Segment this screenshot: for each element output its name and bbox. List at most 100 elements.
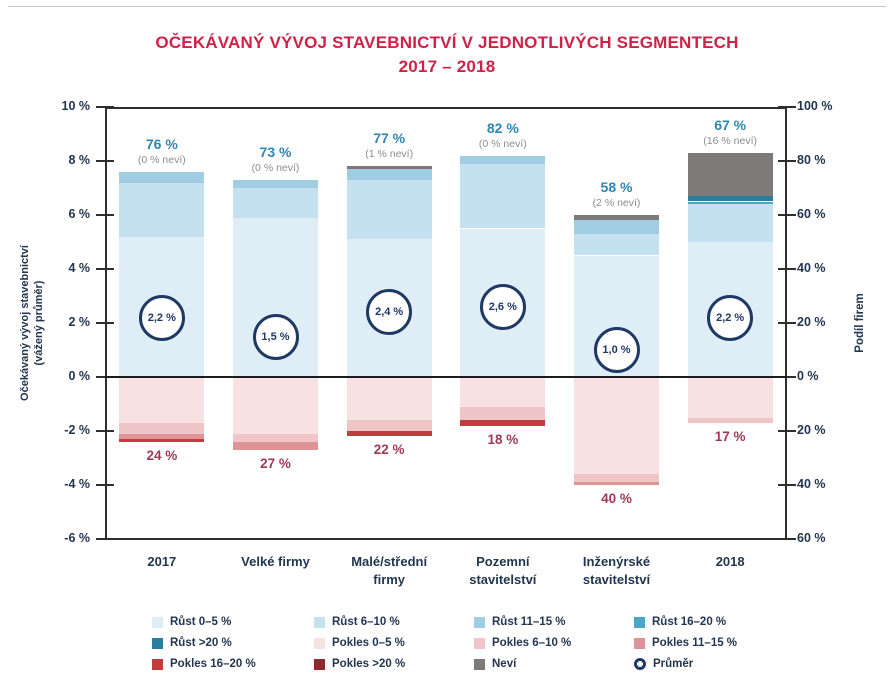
bar-segment-p11_15	[233, 441, 318, 450]
legend-item-p_gt20: Pokles >20 %	[314, 658, 474, 670]
legend-swatch-p_gt20	[314, 658, 325, 670]
bar-segment-r11_15	[233, 179, 318, 188]
left-axis-tick	[96, 322, 114, 324]
category-line: Malé/střední	[351, 554, 428, 569]
bar-segment-p11_15	[574, 482, 659, 485]
category-label: Malé/střední firmy	[319, 553, 459, 589]
bar-top-labels: 67 % (16 % neví)	[665, 117, 795, 147]
legend-swatch-r11_15	[474, 616, 485, 628]
average-circle: 2,4 %	[366, 289, 413, 336]
left-axis-tick	[96, 538, 114, 540]
growth-share-label: 73 %	[259, 143, 292, 160]
bar-segment-r11_15	[119, 171, 205, 183]
bar-segment-p6_10	[346, 420, 432, 431]
right-axis-tick	[778, 538, 796, 540]
left-axis-tick-label: 10 %	[61, 99, 91, 113]
bar-segment-p16_20	[346, 431, 432, 437]
category-label: 2017	[92, 553, 232, 571]
bar-segment-nevi	[687, 152, 773, 197]
growth-share-label: 76 %	[145, 135, 178, 152]
category-line: stavitelství	[469, 572, 537, 587]
right-axis-tick-label: 60 %	[797, 207, 826, 221]
legend-item-r6_10: Růst 6–10 %	[314, 616, 474, 628]
bar-segment-r6_10	[346, 179, 432, 240]
legend-item-r0_5: Růst 0–5 %	[152, 616, 314, 628]
category-label: 2018	[660, 553, 800, 571]
bar-segment-p6_10	[687, 417, 773, 423]
figure-top-border	[8, 6, 886, 7]
right-axis-tick-label: 20 %	[797, 315, 826, 329]
bar-segment-p16_20	[119, 439, 205, 442]
right-axis-tick	[778, 484, 796, 486]
right-axis-tick	[778, 214, 796, 216]
left-axis-tick-label: 4 %	[68, 261, 90, 275]
legend-swatch-p11_15	[634, 637, 645, 649]
legend-item-p11_15: Pokles 11–15 %	[634, 637, 794, 649]
bar-segment-p0_5	[233, 377, 318, 434]
legend-label-p0_5: Pokles 0–5 %	[332, 637, 405, 649]
bar-segment-p0_5	[460, 377, 546, 407]
decline-share-label: 24 %	[146, 447, 178, 463]
legend-swatch-r16_20	[634, 616, 645, 628]
right-axis-tick	[778, 376, 796, 378]
legend-swatch-r_gt20	[152, 637, 163, 649]
legend-label-prumer: Průměr	[653, 658, 694, 670]
nevi-note-label: (0 % neví)	[251, 161, 300, 174]
left-axis-tick-label: 6 %	[68, 207, 90, 221]
legend-item-r_gt20: Růst >20 %	[152, 637, 314, 649]
legend-item-nevi: Neví	[474, 658, 634, 670]
legend-label-r6_10: Růst 6–10 %	[332, 616, 400, 628]
legend-item-prumer: Průměr	[634, 658, 794, 670]
legend-item-p0_5: Pokles 0–5 %	[314, 637, 474, 649]
legend-swatch-p0_5	[314, 637, 325, 649]
nevi-note-label: (16 % neví)	[703, 134, 757, 147]
bar-top-labels: 77 % (1 % neví)	[324, 130, 454, 160]
bar-segment-r6_10	[119, 182, 205, 237]
left-axis-tick	[96, 430, 114, 432]
bar-segment-p6_10	[233, 433, 318, 442]
category-label: Velké firmy	[206, 553, 346, 571]
right-axis-tick	[778, 322, 796, 324]
growth-share-label: 58 %	[600, 179, 633, 195]
legend-item-r11_15: Růst 11–15 %	[474, 616, 634, 628]
growth-share-label: 77 %	[373, 130, 406, 147]
bar-segment-r11_15	[574, 220, 659, 234]
category-line: 2017	[147, 554, 177, 569]
decline-share-label: 27 %	[260, 455, 291, 471]
average-circle: 1,0 %	[593, 327, 640, 373]
legend-swatch-r0_5	[152, 616, 163, 628]
nevi-note-label: (0 % neví)	[478, 137, 527, 150]
legend: Růst 0–5 % Růst 6–10 % Růst 11–15 % Růst 16…	[152, 616, 794, 670]
bar-segment-p0_5	[687, 377, 773, 418]
right-axis-tick-label: 20 %	[797, 423, 826, 437]
category-line: Velké firmy	[241, 554, 310, 569]
bar-segment-p16_20	[460, 420, 546, 426]
right-axis-tick-label: 0 %	[797, 369, 819, 383]
nevi-note-label: (1 % neví)	[365, 148, 414, 161]
plot-area	[105, 107, 787, 540]
decline-share-label: 40 %	[601, 491, 632, 506]
bar-segment-r16_20	[687, 201, 773, 205]
chart-subtitle: 2017 – 2018	[398, 57, 496, 76]
bar-segment-nevi	[346, 166, 432, 170]
legend-item-r16_20: Růst 16–20 %	[634, 616, 794, 628]
left-axis-tick-label: -4 %	[64, 477, 90, 491]
right-axis-tick-label: 40 %	[797, 261, 826, 275]
bar-segment-p0_5	[346, 377, 432, 421]
right-axis-tick-label: 60 %	[797, 531, 826, 545]
category-label: Inženýrské stavitelství	[547, 553, 687, 589]
zero-axis-line	[105, 376, 787, 378]
left-axis-tick-label: 0 %	[68, 369, 90, 383]
legend-swatch-prumer	[634, 658, 646, 670]
legend-label-p11_15: Pokles 11–15 %	[652, 637, 738, 649]
nevi-note-label: (0 % neví)	[137, 153, 186, 166]
left-axis-tick	[96, 160, 114, 162]
bar-segment-r11_15	[460, 155, 546, 164]
nevi-note-label: (2 % neví)	[592, 197, 641, 209]
legend-label-nevi: Neví	[492, 658, 517, 670]
legend-swatch-r6_10	[314, 616, 325, 628]
category-line: stavitelství	[582, 572, 651, 587]
bar-segment-r6_10	[574, 233, 659, 256]
average-circle: 2,6 %	[479, 283, 526, 330]
